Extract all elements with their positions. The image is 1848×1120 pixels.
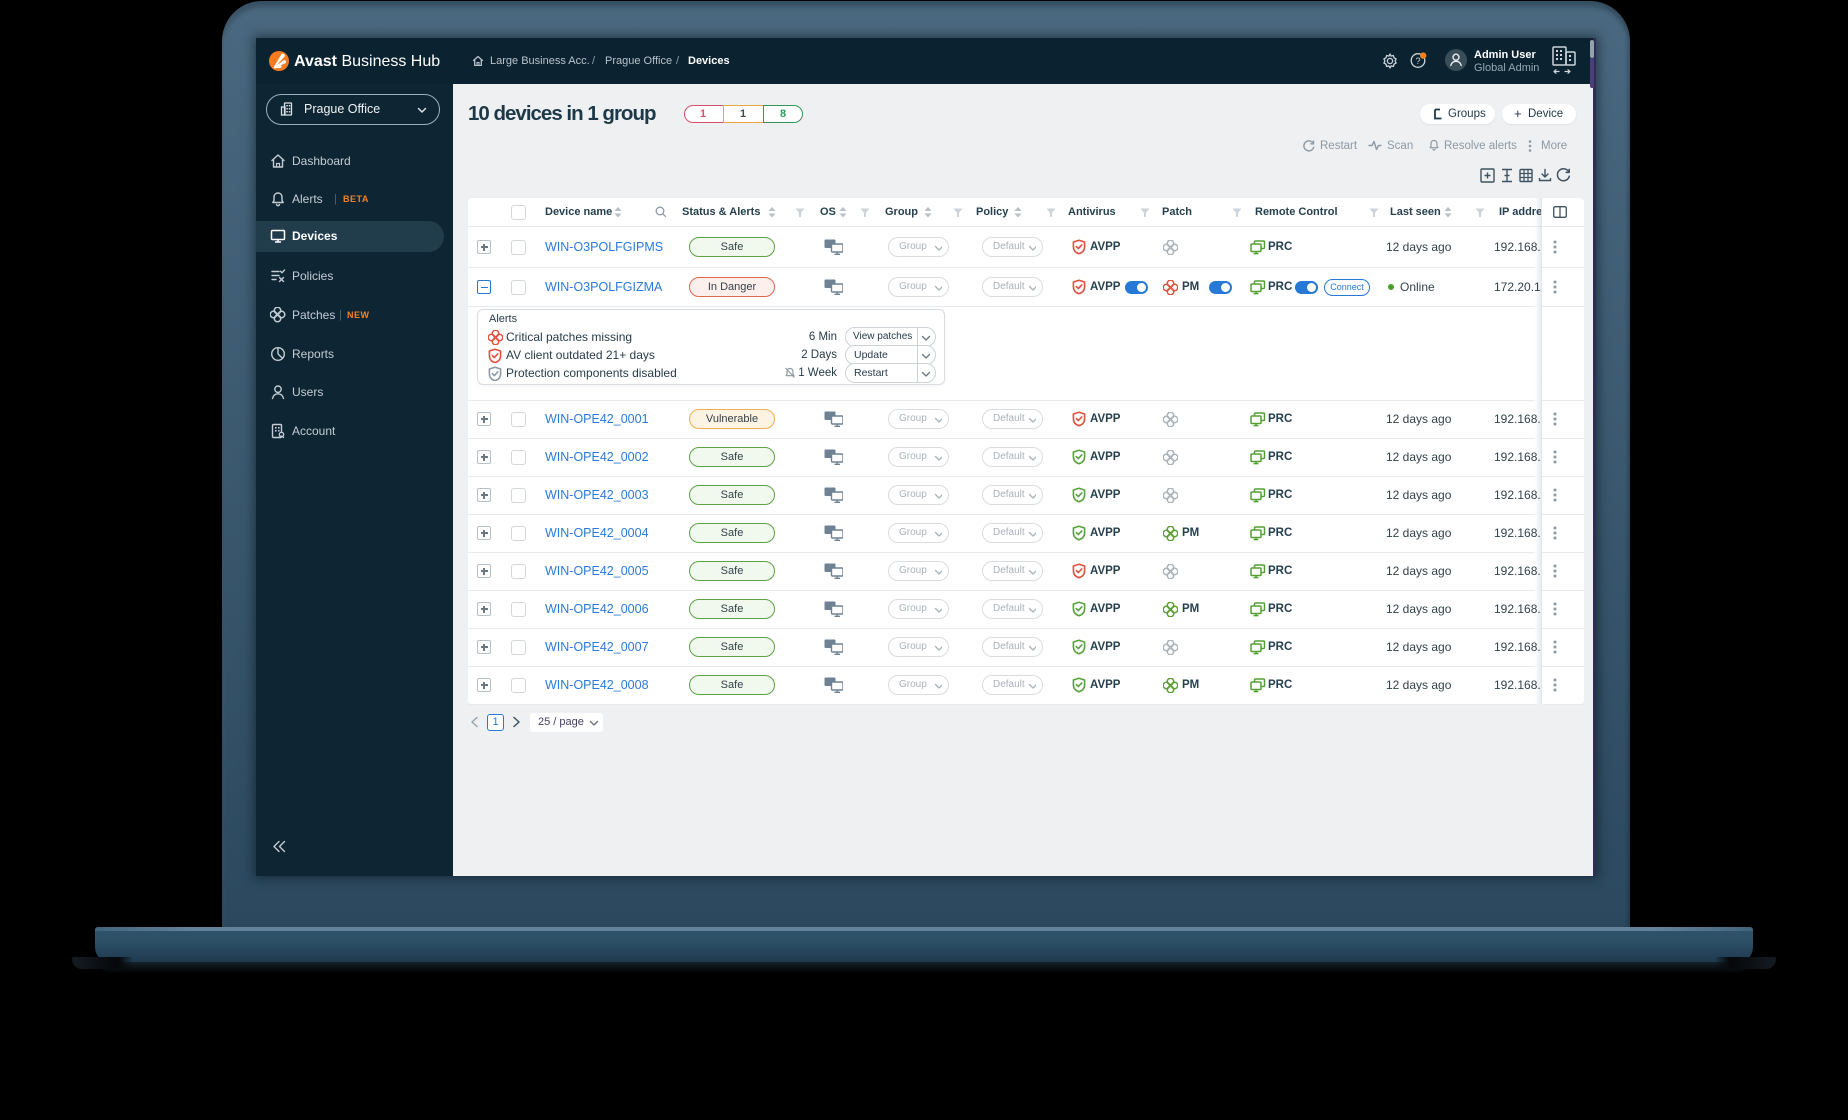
svg-text:?: ? — [1415, 56, 1420, 66]
